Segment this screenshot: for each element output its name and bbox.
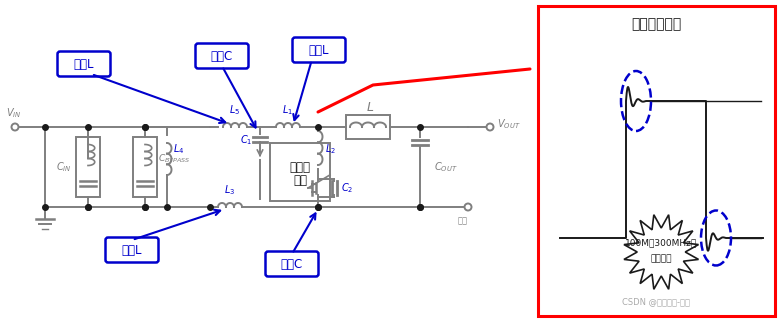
Text: 驱动器: 驱动器 [289,160,310,174]
Text: 布线L: 布线L [74,58,94,71]
Circle shape [12,124,19,130]
Text: $C_{OUT}$: $C_{OUT}$ [434,160,458,174]
Text: CSDN @第二层皮-合肥: CSDN @第二层皮-合肥 [622,298,690,307]
FancyBboxPatch shape [196,43,249,69]
Text: $L_4$: $L_4$ [173,142,184,156]
Bar [133,137,157,197]
Text: 电路: 电路 [293,174,307,186]
Text: $L_3$: $L_3$ [225,183,236,197]
Text: $V_{OUT}$: $V_{OUT}$ [497,117,520,131]
Text: $C_2$: $C_2$ [341,181,353,195]
Text: $L_1$: $L_1$ [282,103,293,117]
FancyBboxPatch shape [265,251,318,277]
Text: $C_{BYPASS}$: $C_{BYPASS}$ [158,153,190,165]
Text: 接地: 接地 [458,216,468,225]
Bar [538,6,775,316]
Circle shape [465,204,471,211]
Text: 寄生C: 寄生C [211,50,233,62]
Text: 布线L: 布线L [122,243,142,257]
Text: $L_2$: $L_2$ [325,142,336,156]
FancyBboxPatch shape [105,238,158,262]
Text: 寄生C: 寄生C [281,258,303,270]
Text: $C_1$: $C_1$ [239,133,252,147]
Text: $V_{IN}$: $V_{IN}$ [6,106,22,120]
Text: $L_5$: $L_5$ [229,103,240,117]
Text: 开关节点波形: 开关节点波形 [631,17,682,31]
Circle shape [487,124,494,130]
Bar [346,115,390,139]
Text: 寄生L: 寄生L [309,43,329,56]
Text: 100M～300MHz的: 100M～300MHz的 [625,239,697,248]
Polygon shape [624,215,699,289]
Bar [270,143,330,201]
FancyBboxPatch shape [58,52,111,77]
FancyBboxPatch shape [292,37,346,62]
Bar [76,137,100,197]
Text: 产生振铃: 产生振铃 [651,254,672,263]
Text: $C_{IN}$: $C_{IN}$ [56,160,72,174]
Text: $L$: $L$ [366,101,374,114]
